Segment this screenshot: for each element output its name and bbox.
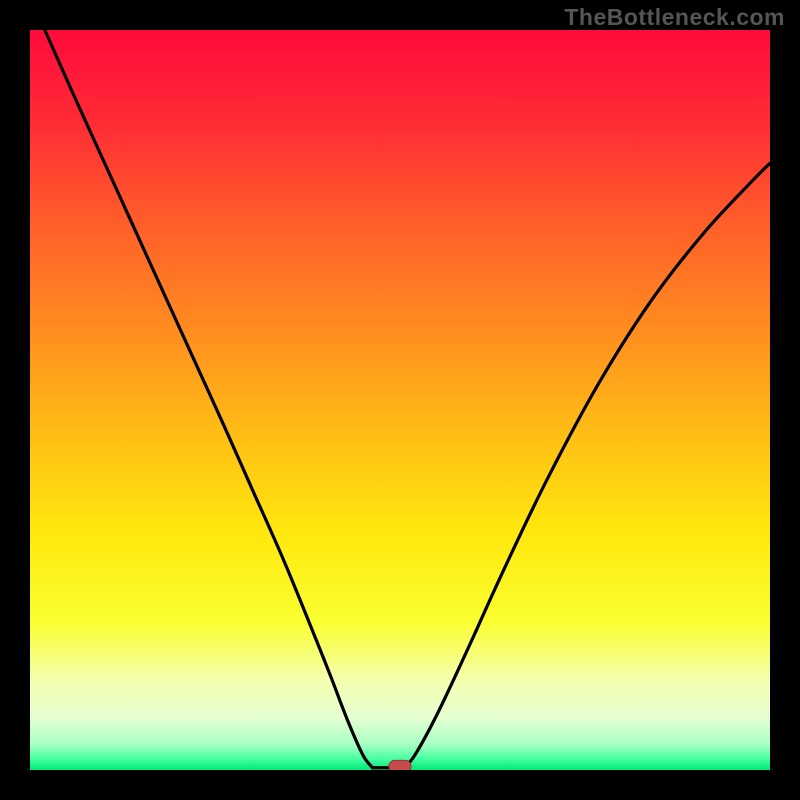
chart-frame: TheBottleneck.com [0,0,800,800]
plot-background [30,30,770,770]
chart-svg [0,0,800,800]
bottleneck-marker [389,760,411,772]
watermark-text: TheBottleneck.com [564,4,785,31]
